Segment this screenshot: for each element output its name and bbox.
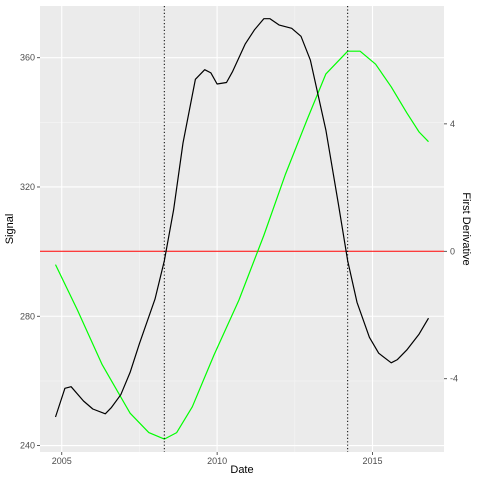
x-tick-label: 2015: [363, 456, 383, 466]
left-tick-label: 240: [20, 441, 35, 451]
x-tick-label: 2010: [207, 456, 227, 466]
plot-panel: [40, 6, 444, 452]
right-tick-label: 4: [450, 119, 455, 129]
left-tick-label: 360: [20, 53, 35, 63]
right-tick-label: -4: [450, 374, 458, 384]
left-tick-label: 280: [20, 311, 35, 321]
left-axis-title: Signal: [4, 214, 16, 245]
left-tick-label: 320: [20, 182, 35, 192]
x-axis-title: Date: [230, 464, 253, 476]
x-tick-label: 2005: [52, 456, 72, 466]
right-axis-title: First Derivative: [460, 192, 472, 265]
right-tick-label: 0: [450, 246, 455, 256]
